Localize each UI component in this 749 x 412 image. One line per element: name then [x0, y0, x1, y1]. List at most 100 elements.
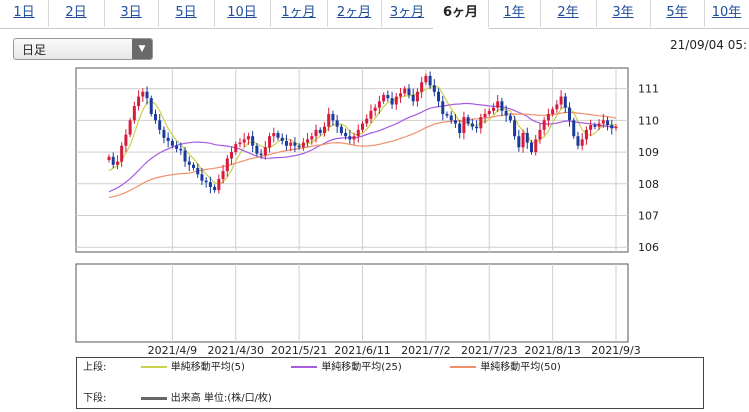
- candle-body: [415, 91, 419, 102]
- candle-body: [234, 144, 238, 153]
- candle-body: [441, 101, 445, 114]
- x-tick-label: 2021/4/9: [148, 344, 197, 357]
- tab-3[interactable]: 5日: [158, 0, 215, 27]
- candle-body: [462, 117, 466, 134]
- candle-body: [259, 153, 263, 156]
- candle-body: [314, 129, 318, 137]
- candle-body: [115, 161, 119, 165]
- legend-ma25-swatch: [291, 366, 318, 368]
- candle-body: [120, 145, 124, 162]
- x-tick-label: 2021/9/3: [591, 344, 640, 357]
- candle-body: [301, 142, 305, 148]
- candle-body: [192, 164, 195, 168]
- legend-ma50-swatch: [450, 366, 477, 368]
- candle-body: [513, 120, 517, 137]
- candle-body: [491, 107, 495, 111]
- candle-body: [407, 88, 411, 95]
- tab-8[interactable]: 6ヶ月: [433, 0, 489, 29]
- candle-body: [149, 98, 153, 114]
- legend-ma50-label: 単純移動平均(50): [480, 362, 561, 373]
- candle-body: [289, 142, 293, 146]
- candle-body: [432, 85, 436, 92]
- period-tabs: 1日 2日 3日 5日 10日 1ヶ月 2ヶ月 3ヶ月 6ヶ月 1年 2年 3年 5年 10年: [0, 0, 749, 29]
- candle-body: [268, 136, 272, 148]
- candle-body: [322, 126, 326, 134]
- timestamp: 21/09/04 05:: [670, 38, 748, 52]
- candle-body: [559, 96, 563, 105]
- candle-body: [221, 171, 225, 180]
- candle-body: [487, 110, 491, 114]
- candle-body: [445, 114, 449, 116]
- candle-body: [475, 126, 479, 129]
- candle-body: [534, 139, 538, 153]
- legend-volume-label: 出来高 単位:(株/口/枚): [170, 393, 272, 404]
- candle-body: [318, 129, 322, 134]
- candle-body: [217, 179, 221, 191]
- candle-body: [128, 120, 132, 135]
- tab-4[interactable]: 10日: [214, 0, 271, 27]
- candle-body: [310, 136, 314, 140]
- candle-body: [158, 120, 162, 130]
- candle-body: [525, 133, 529, 143]
- candle-body: [348, 136, 352, 140]
- candle-body: [238, 142, 242, 145]
- candle-body: [196, 167, 200, 175]
- candle-body: [373, 107, 377, 111]
- candle-body: [213, 186, 217, 191]
- candle-body: [132, 106, 136, 121]
- period-select[interactable]: 日足 ▼: [13, 38, 153, 60]
- candle-body: [411, 94, 415, 102]
- candle-body: [517, 136, 521, 148]
- candle-body: [403, 88, 407, 94]
- candle-body: [284, 140, 288, 146]
- x-tick-label: 2021/7/23: [461, 344, 517, 357]
- candle-body: [449, 115, 453, 121]
- tab-10[interactable]: 2年: [540, 0, 597, 27]
- candle-body: [610, 125, 614, 129]
- x-tick-label: 2021/5/21: [271, 344, 327, 357]
- tab-9[interactable]: 1年: [488, 0, 541, 27]
- tab-5[interactable]: 1ヶ月: [270, 0, 328, 27]
- legend-upper-row: 上段: 単純移動平均(5) 単純移動平均(25) 単純移動平均(50): [83, 361, 561, 375]
- candle-body: [496, 101, 500, 108]
- candle-body: [614, 126, 618, 129]
- candle-body: [538, 129, 542, 140]
- candle-body: [183, 150, 187, 162]
- candle-body: [546, 114, 550, 121]
- candle-body: [339, 126, 343, 134]
- price-panel-frame: [75, 67, 629, 253]
- tab-11[interactable]: 3年: [596, 0, 651, 27]
- candle-body: [504, 110, 508, 116]
- candle-body: [458, 123, 462, 134]
- tab-0[interactable]: 1日: [0, 0, 49, 27]
- candle-body: [365, 118, 369, 124]
- candle-body: [153, 114, 157, 121]
- candle-body: [555, 104, 559, 110]
- period-select-value: 日足: [22, 43, 47, 57]
- candle-body: [377, 101, 381, 108]
- candle-body: [606, 120, 610, 126]
- candle-body: [437, 91, 441, 102]
- tab-2[interactable]: 3日: [104, 0, 159, 27]
- candle-body: [111, 156, 115, 165]
- candle-body: [394, 96, 398, 105]
- x-tick-label: 2021/7/2: [401, 344, 450, 357]
- candle-body: [352, 136, 356, 140]
- legend-volume-swatch: [140, 396, 167, 400]
- tab-1[interactable]: 2日: [48, 0, 105, 27]
- tab-13[interactable]: 10年: [704, 0, 749, 27]
- candle-body: [382, 94, 386, 102]
- candle-body: [356, 129, 360, 137]
- tab-6[interactable]: 2ヶ月: [327, 0, 382, 27]
- candle-body: [424, 75, 428, 83]
- tab-12[interactable]: 5年: [650, 0, 705, 27]
- legend-ma5-swatch: [140, 366, 167, 368]
- y-tick-label: 111: [638, 83, 659, 96]
- candle-body: [361, 123, 364, 130]
- candle-body: [601, 120, 605, 124]
- candle-body: [479, 117, 483, 129]
- candle-body: [597, 123, 601, 127]
- candle-body: [589, 125, 593, 130]
- legend-ma25-label: 単純移動平均(25): [321, 362, 402, 373]
